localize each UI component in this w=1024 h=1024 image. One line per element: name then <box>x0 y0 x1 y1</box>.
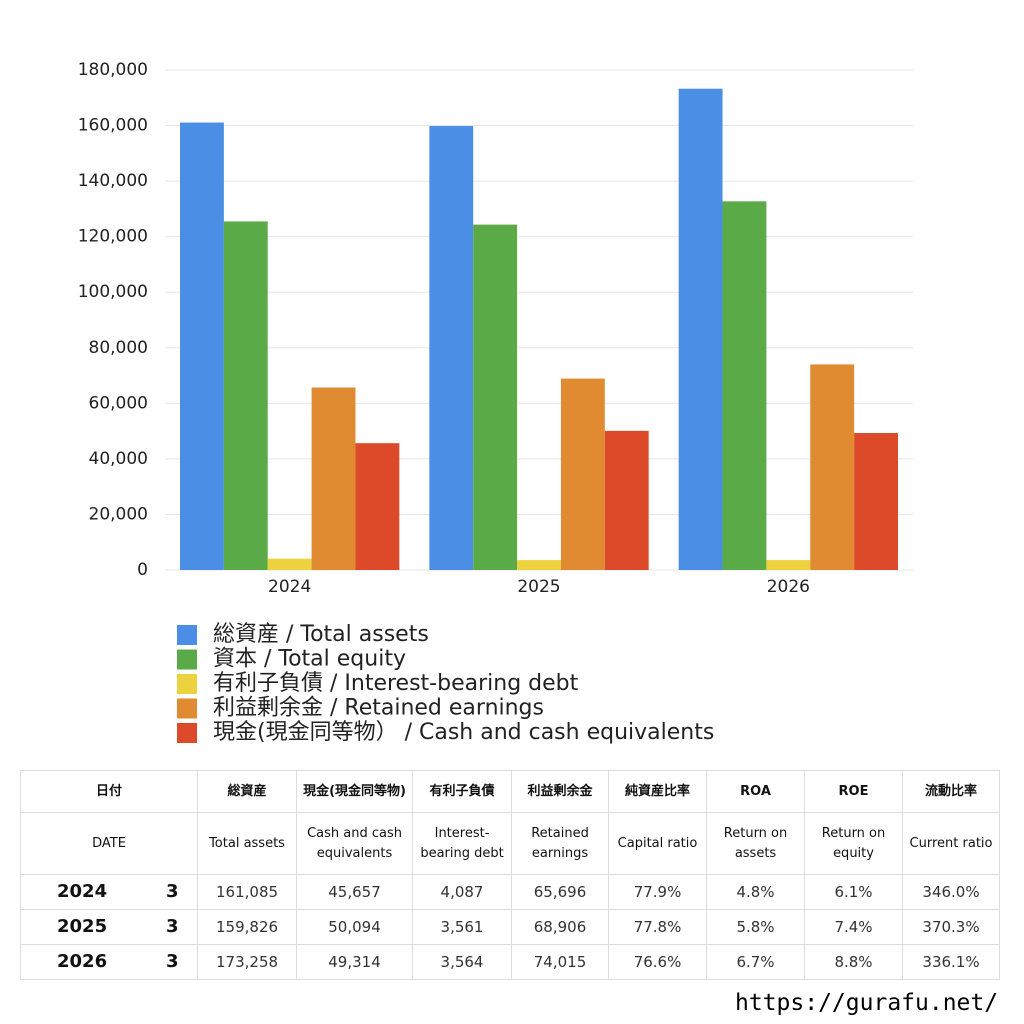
table-cell: 45,657 <box>296 874 414 910</box>
chart: 0 20,000 40,000 60,000 80,000 100,000 120,000 1… <box>78 60 913 745</box>
y-tick-label: 40,000 <box>89 449 148 469</box>
table-cell: 68,906 <box>511 909 610 945</box>
table-row: DATE Total assets Cash and cash equivalent… <box>19 812 1001 875</box>
table-cell: 77.9% <box>608 874 708 910</box>
legend-label: 有利子負債 / Interest-bearing debt <box>213 671 579 696</box>
bar <box>766 560 811 570</box>
table-cell: 3,561 <box>412 909 513 945</box>
table-cell: 7.4% <box>804 909 904 945</box>
table-cell: 173,258 <box>197 944 298 980</box>
table-cell: Capital ratio <box>608 812 708 875</box>
bar <box>223 221 268 571</box>
legend-label: 現金(現金同等物） / Cash and cash equivalents <box>213 720 714 745</box>
table-cell: 50,094 <box>296 909 414 945</box>
bar <box>517 560 561 570</box>
legend-swatch <box>177 625 197 645</box>
y-tick-label: 80,000 <box>89 338 148 358</box>
table-row: 2025 3 159,826 50,094 3,561 68,906 77.8% 5.8% 7.… <box>20 909 1001 945</box>
table-cell: 336.1% <box>902 944 1001 980</box>
y-tick-label: 160,000 <box>78 116 148 136</box>
table-cell: Cash and cash equivalents <box>296 812 414 875</box>
legend-swatch <box>177 723 197 743</box>
table-cell: 159,826 <box>197 909 298 945</box>
table-cell: 4.8% <box>706 874 806 910</box>
x-tick-label: 2025 <box>517 577 560 597</box>
bar <box>678 88 723 570</box>
table-cell: Total assets <box>197 812 298 875</box>
y-tick-label: 0 <box>137 560 148 580</box>
table-cell: 2025 <box>20 909 148 945</box>
bar <box>854 433 898 570</box>
table-cell: 346.0% <box>902 874 1001 910</box>
table-cell: 利益剰余金 <box>511 770 610 813</box>
table-cell: Interest-bearing debt <box>412 812 513 875</box>
footer-url: https://gurafu.net/ <box>735 990 999 1016</box>
table-cell: 6.1% <box>804 874 904 910</box>
table-cell: 総資産 <box>197 770 298 813</box>
table-cell: Retained earnings <box>511 812 610 875</box>
table-cell: DATE <box>19 812 199 875</box>
table-cell: 3 <box>147 874 199 910</box>
table-cell: 3 <box>147 909 199 945</box>
table-cell: ROA <box>706 770 806 813</box>
table-cell: 77.8% <box>608 909 708 945</box>
bar <box>355 443 400 570</box>
table-cell: Return on equity <box>804 812 904 875</box>
table-cell: 6.7% <box>706 944 806 980</box>
table-cell: 現金(現金同等物) <box>296 770 414 813</box>
y-tick-label: 120,000 <box>78 227 148 247</box>
table-cell: 161,085 <box>197 874 298 910</box>
y-tick-label: 100,000 <box>78 282 148 302</box>
bar <box>429 126 474 571</box>
table-cell: 74,015 <box>511 944 610 980</box>
legend-label: 総資産 / Total assets <box>213 622 429 647</box>
bar <box>722 201 767 570</box>
table-cell: ROE <box>804 770 904 813</box>
table-cell: 3 <box>147 944 199 980</box>
y-tick-label: 140,000 <box>78 171 148 191</box>
table-cell: 流動比率 <box>902 770 1001 813</box>
bar <box>473 224 518 570</box>
table-cell: 5.8% <box>706 909 806 945</box>
table-cell: 370.3% <box>902 909 1001 945</box>
table-cell: 2026 <box>20 944 148 980</box>
table-row: 2026 3 173,258 49,314 3,564 74,015 76.6% 6.7% 8.… <box>20 944 1001 980</box>
bar <box>604 430 649 570</box>
table-cell: 2024 <box>20 874 148 910</box>
bar <box>267 558 312 570</box>
bar <box>311 387 356 570</box>
x-tick-label: 2026 <box>767 577 810 597</box>
table-cell: 76.6% <box>608 944 708 980</box>
y-tick-label: 60,000 <box>89 393 148 413</box>
table-cell: Return on assets <box>706 812 806 875</box>
data-table: 日付 総資産 現金(現金同等物) 有利子負債 利益剰余金 純資産比率 ROA ROE 流動比率 D… <box>19 770 1001 980</box>
legend-swatch <box>177 674 197 694</box>
legend-label: 資本 / Total equity <box>213 647 406 672</box>
table-cell: 65,696 <box>511 874 610 910</box>
table-cell: Current ratio <box>902 812 1001 875</box>
bar <box>560 378 605 570</box>
x-tick-label: 2024 <box>268 577 311 597</box>
bar <box>180 122 224 571</box>
table-row: 日付 総資産 現金(現金同等物) 有利子負債 利益剰余金 純資産比率 ROA ROE 流動比率 <box>19 770 1001 813</box>
table-cell: 4,087 <box>412 874 513 910</box>
table-cell: 日付 <box>19 770 199 813</box>
table-cell: 有利子負債 <box>412 770 513 813</box>
bar <box>810 364 855 570</box>
table-cell: 純資産比率 <box>608 770 708 813</box>
table-cell: 8.8% <box>804 944 904 980</box>
legend-swatch <box>177 649 197 670</box>
legend-label: 利益剰余金 / Retained earnings <box>213 696 544 721</box>
y-tick-label: 180,000 <box>78 60 148 80</box>
y-tick-label: 20,000 <box>89 504 148 524</box>
table-row: 2024 3 161,085 45,657 4,087 65,696 77.9% 4.8% 6.… <box>20 874 1001 910</box>
table-cell: 3,564 <box>412 944 513 980</box>
legend-swatch <box>177 698 197 719</box>
table-cell: 49,314 <box>296 944 414 980</box>
